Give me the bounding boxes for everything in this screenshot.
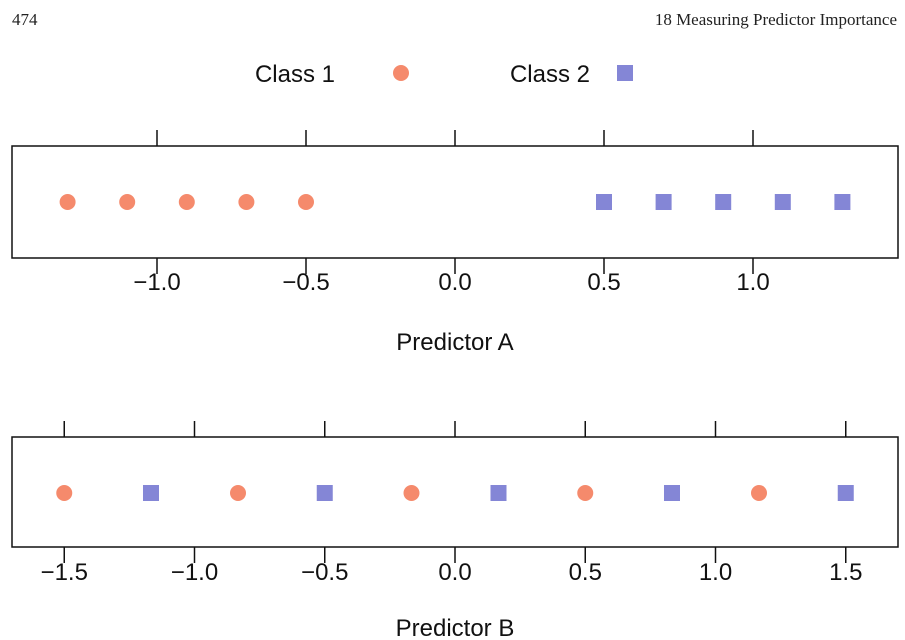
plot-frame [11, 145, 899, 259]
legend-marker-class2 [617, 65, 633, 81]
tick-label: −0.5 [282, 269, 329, 296]
point-class1 [298, 194, 314, 210]
tick-label: 1.5 [829, 559, 862, 586]
tick-label: −1.5 [41, 559, 88, 586]
point-class2 [655, 194, 672, 210]
point-class2 [316, 485, 333, 501]
legend-marker-class1 [393, 65, 409, 81]
point-class1 [403, 485, 420, 501]
point-class1 [577, 485, 594, 501]
point-class1 [230, 485, 247, 501]
point-class2 [490, 485, 507, 501]
point-class2 [596, 194, 612, 210]
panel-2: −1.5 −1.0 −0.5 0.0 0.5 1.0 1.5 Predictor B [11, 421, 899, 640]
point-class2 [142, 485, 159, 501]
tick-label: −1.0 [171, 559, 218, 586]
point-class1 [56, 485, 73, 501]
point-class2 [834, 194, 851, 210]
point-class1 [238, 194, 255, 210]
legend-label-class2: Class 2 [510, 61, 590, 88]
point-class1 [178, 194, 195, 210]
tick-label: −1.0 [133, 269, 180, 296]
running-head: 18 Measuring Predictor Importance [654, 10, 897, 29]
page-number: 474 [12, 10, 38, 29]
point-class1 [751, 485, 768, 501]
legend-label-class1: Class 1 [255, 61, 335, 88]
point-class2 [663, 485, 680, 501]
tick-label: 1.0 [736, 269, 769, 296]
x-axis-label: Predictor B [396, 615, 515, 640]
x-axis-label: Predictor A [396, 329, 513, 356]
tick-label: 0.5 [587, 269, 620, 296]
point-class2 [774, 194, 791, 210]
point-class1 [119, 194, 136, 210]
legend: Class 1 Class 2 [255, 61, 633, 88]
panel-1: −1.0 −0.5 0.0 0.5 1.0 Predictor A [11, 130, 899, 356]
tick-label: 0.0 [438, 269, 471, 296]
point-class2 [715, 194, 732, 210]
tick-label: 1.0 [699, 559, 732, 586]
point-class2 [837, 485, 854, 501]
tick-label: 0.0 [438, 559, 471, 586]
tick-label: −0.5 [301, 559, 348, 586]
point-class1 [59, 194, 76, 210]
tick-label: 0.5 [569, 559, 602, 586]
